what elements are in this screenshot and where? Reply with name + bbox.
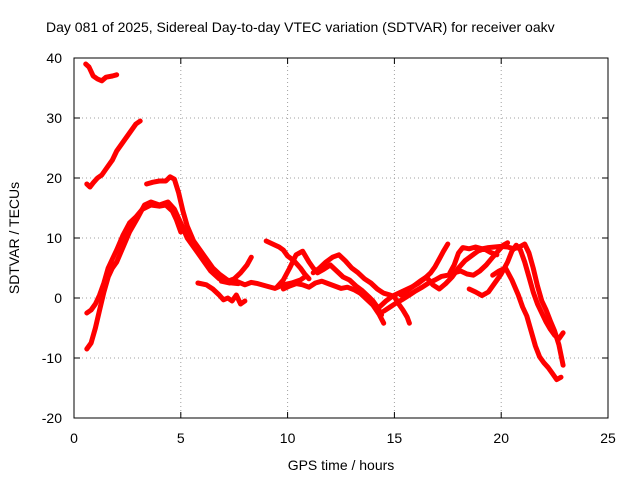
series-line-arc-2 <box>84 118 143 190</box>
y-tick-label: 0 <box>54 290 62 306</box>
x-tick-label: 15 <box>387 430 403 446</box>
x-tick-label: 0 <box>70 430 78 446</box>
series-line-arc-17 <box>490 265 564 383</box>
series-line-arc-1 <box>83 61 120 84</box>
series-line-arc-9 <box>274 248 385 318</box>
series-line-arc-3 <box>144 174 241 287</box>
series-group <box>83 61 566 383</box>
series-line-arc-8 <box>263 238 312 282</box>
y-tick-label: -20 <box>42 410 62 426</box>
y-tick-label: 20 <box>46 170 62 186</box>
y-tick-label: 30 <box>46 110 62 126</box>
x-tick-label: 10 <box>280 430 296 446</box>
x-tick-label: 25 <box>600 430 616 446</box>
x-axis-title: GPS time / hours <box>288 457 395 473</box>
axis-ticks: 0 5 10 15 20 25 -20 -10 0 10 20 30 40 <box>42 50 616 446</box>
series-line-arc-11 <box>310 252 412 326</box>
series-line-arc-10 <box>280 278 387 326</box>
series-line-arc-6 <box>195 280 248 307</box>
y-axis-title: SDTVAR / TECUs <box>6 182 22 294</box>
y-tick-label: 40 <box>46 50 62 66</box>
y-tick-label: 10 <box>46 230 62 246</box>
y-tick-label: -10 <box>42 350 62 366</box>
chart-title: Day 081 of 2025, Sidereal Day-to-day VTE… <box>46 19 555 35</box>
series-line-arc-16 <box>466 242 566 342</box>
series-line-arc-13 <box>381 240 511 314</box>
x-tick-label: 5 <box>177 430 185 446</box>
series-line-arc-4 <box>84 202 184 316</box>
x-tick-label: 20 <box>493 430 509 446</box>
